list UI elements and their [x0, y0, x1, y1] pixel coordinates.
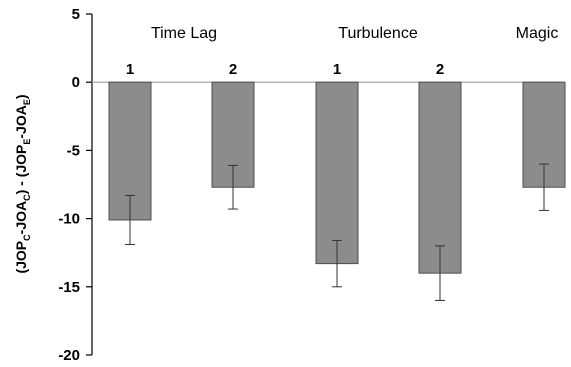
category-label: 2: [436, 61, 444, 78]
y-axis-label-part: ): [13, 94, 29, 99]
y-axis-label-part: -JOA: [13, 105, 29, 138]
y-axis-label-subscript: C: [22, 234, 32, 241]
y-tick-label: -5: [67, 142, 80, 159]
y-tick-label: -20: [58, 347, 80, 364]
category-label: 1: [333, 61, 341, 78]
y-tick-label: -10: [58, 211, 80, 228]
group-label: Time Lag: [151, 25, 217, 42]
bars: [108, 81, 566, 301]
group-label: Magic: [516, 25, 559, 42]
y-axis-label: (JOPC-JOAC) - (JOPE-JOAE): [13, 94, 32, 273]
y-axis-label-subscript: C: [22, 194, 32, 201]
y-tick-label: 0: [72, 74, 80, 91]
y-tick-label: -15: [58, 279, 80, 296]
y-axis-label-part: (JOP: [13, 241, 29, 274]
y-axis-label-subscript: E: [22, 99, 32, 105]
bar: [315, 81, 359, 265]
y-axis-label-group: (JOPC-JOAC) - (JOPE-JOAE): [13, 94, 32, 273]
y-tick-label: 5: [72, 6, 80, 23]
category-label: 1: [126, 61, 134, 78]
category-label: 2: [229, 61, 237, 78]
y-axis-label-subscript: E: [22, 139, 32, 145]
y-axis-label-part: -JOA: [13, 201, 29, 234]
group-label: Turbulence: [338, 25, 418, 42]
y-axis-label-part: ) - (JOP: [13, 145, 29, 195]
bar: [418, 81, 462, 274]
